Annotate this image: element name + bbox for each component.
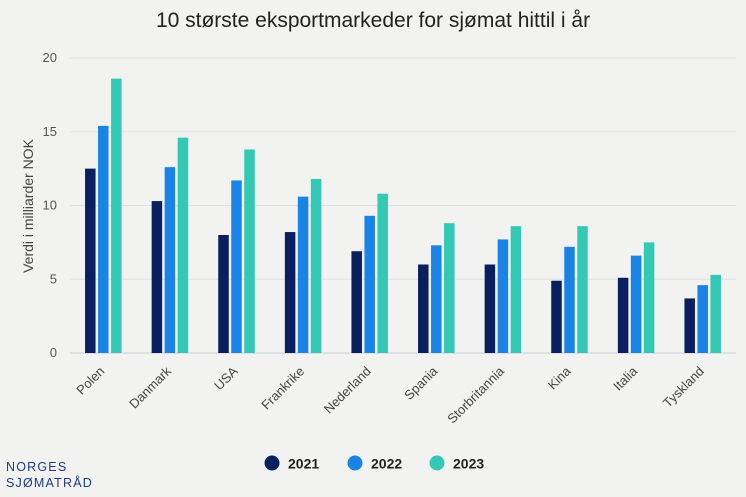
bar-2023-spania — [444, 223, 455, 353]
x-category-label: Tyskland — [660, 364, 707, 411]
y-axis-ticks: 0 5 10 15 20 — [43, 50, 57, 360]
bar-2021-tyskland — [684, 298, 695, 353]
logo-line-1: NORGES — [6, 460, 68, 474]
x-category-label: Storbritannia — [444, 363, 507, 426]
bars — [85, 78, 721, 354]
bar-2022-kina — [564, 246, 575, 353]
bar-2023-polen — [111, 78, 122, 354]
bar-2023-kina — [577, 226, 588, 353]
y-tick-label: 20 — [43, 50, 57, 65]
bar-2021-italia — [617, 277, 629, 353]
bar-2022-danmark — [164, 167, 176, 353]
bar-2023-italia — [643, 242, 655, 353]
bar-2023-tyskland — [710, 274, 721, 353]
legend-label-2023: 2023 — [453, 456, 484, 472]
legend-marker-2021 — [264, 455, 280, 471]
chart-title: 10 største eksportmarkeder for sjømat hi… — [156, 9, 590, 32]
bar-2022-italia — [630, 255, 642, 353]
bar-2021-kina — [551, 280, 562, 353]
bar-2021-frankrike — [284, 232, 296, 353]
bar-2023-frankrike — [310, 178, 322, 353]
y-tick-label: 0 — [50, 345, 57, 360]
bar-2021-polen — [85, 168, 96, 353]
y-axis-label: Verdi i milliarder NOK — [20, 138, 36, 272]
x-category-label: Spania — [401, 363, 441, 403]
bar-2021-storbritannia — [484, 264, 496, 353]
x-category-label: Frankrike — [258, 364, 307, 413]
legend-label-2021: 2021 — [288, 456, 319, 472]
bar-2021-usa — [218, 235, 229, 353]
bar-2022-spania — [431, 245, 442, 353]
bar-2023-usa — [244, 149, 255, 353]
x-category-label: Kina — [545, 363, 575, 393]
bar-2023-storbritannia — [510, 226, 522, 353]
legend-marker-2023 — [429, 455, 445, 471]
bar-2022-storbritannia — [497, 239, 509, 353]
legend-marker-2022 — [347, 455, 363, 471]
x-axis-categories: Polen Danmark USA Frankrike Nederland Spania S… — [73, 363, 707, 426]
x-category-label: USA — [211, 363, 241, 393]
bar-2023-danmark — [177, 137, 189, 353]
logo-line-2: SJØMATRÅD — [6, 476, 93, 490]
bar-2022-frankrike — [297, 196, 309, 353]
legend: 2021 2022 2023 — [264, 455, 484, 472]
bar-2021-danmark — [151, 201, 163, 353]
x-category-label: Danmark — [126, 363, 174, 411]
bar-2022-nederland — [364, 215, 375, 353]
x-category-label: Nederland — [321, 364, 374, 417]
bar-2023-nederland — [377, 193, 388, 353]
y-tick-label: 10 — [43, 198, 57, 213]
norges-sjomatrad-logo: NORGES SJØMATRÅD — [6, 459, 93, 491]
bar-2021-spania — [418, 264, 429, 353]
bar-2022-tyskland — [697, 285, 708, 353]
bar-2021-nederland — [351, 251, 362, 353]
x-category-label: Polen — [73, 364, 107, 398]
legend-label-2022: 2022 — [371, 456, 402, 472]
y-tick-label: 5 — [50, 271, 57, 286]
x-category-label: Italia — [610, 363, 641, 394]
y-tick-label: 15 — [43, 124, 57, 139]
bar-2022-polen — [98, 125, 109, 353]
bar-2022-usa — [231, 180, 242, 353]
